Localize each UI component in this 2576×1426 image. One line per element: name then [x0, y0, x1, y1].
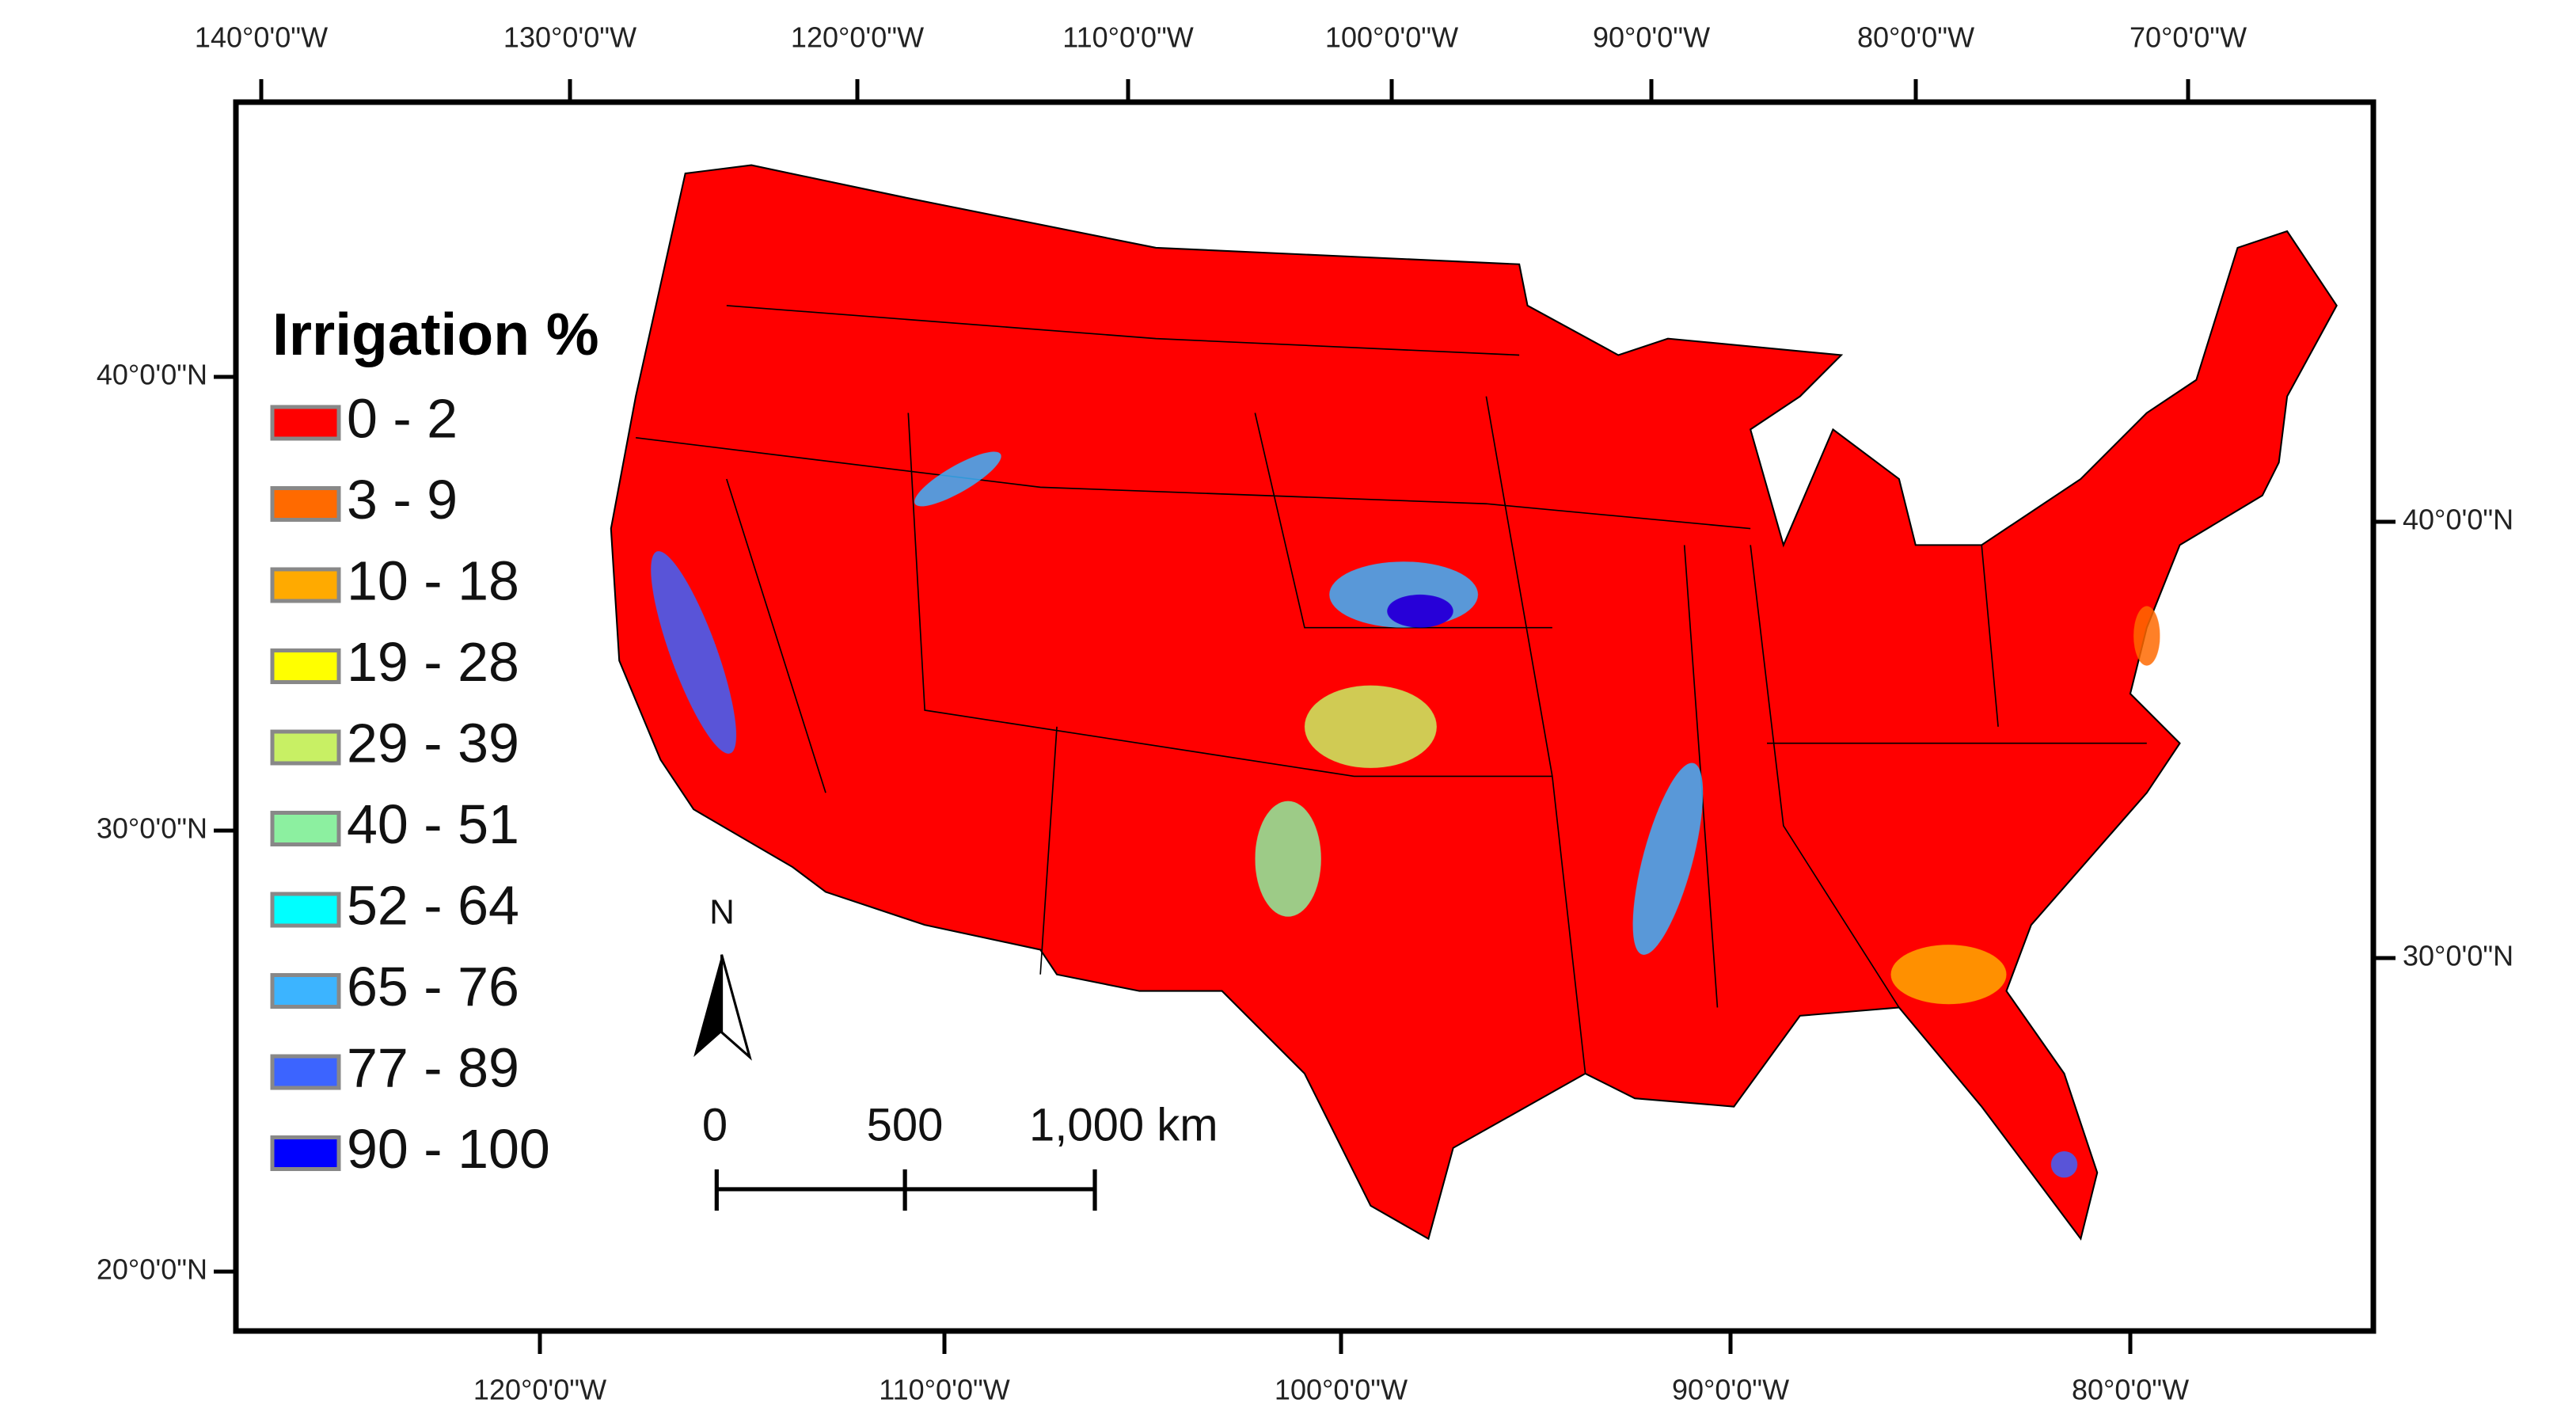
- irrigation-patches: [651, 451, 2160, 1178]
- right-axis-label: 30°0'0"N: [2403, 940, 2513, 972]
- top-axis-label: 110°0'0"W: [1062, 21, 1193, 54]
- left-axis-label: 20°0'0"N: [97, 1253, 207, 1286]
- legend-swatch: [270, 1135, 341, 1171]
- north-label: N: [709, 893, 735, 932]
- legend-swatch: [270, 973, 341, 1009]
- bottom-axis-label: 100°0'0"W: [1275, 1374, 1408, 1406]
- scale-label: 500: [867, 1099, 944, 1150]
- legend-label: 10 - 18: [347, 549, 519, 611]
- top-axis-label: 140°0'0"W: [195, 21, 328, 54]
- legend-swatch: [270, 811, 341, 846]
- bottom-axis-label: 80°0'0"W: [2072, 1374, 2189, 1406]
- legend-label: 65 - 76: [347, 956, 519, 1017]
- top-axis-label: 80°0'0"W: [1857, 21, 1974, 54]
- legend-swatch: [270, 648, 341, 684]
- legend-swatch: [270, 1054, 341, 1090]
- bottom-axis-label: 120°0'0"W: [473, 1374, 606, 1406]
- top-axis-label: 100°0'0"W: [1325, 21, 1458, 54]
- legend-swatch: [270, 567, 341, 603]
- us-map: [610, 164, 2338, 1241]
- right-axis-label: 40°0'0"N: [2403, 504, 2513, 536]
- bottom-axis-label: 110°0'0"W: [879, 1374, 1009, 1406]
- top-axis-label: 70°0'0"W: [2130, 21, 2247, 54]
- legend-label: 52 - 64: [347, 874, 519, 936]
- legend-label: 90 - 100: [347, 1118, 550, 1180]
- legend-label: 29 - 39: [347, 712, 519, 774]
- scale-label: 0: [702, 1099, 728, 1150]
- legend-label: 77 - 89: [347, 1036, 519, 1098]
- legend-label: 40 - 51: [347, 793, 519, 855]
- legend-label: 0 - 2: [347, 387, 458, 449]
- scale-bar-line: [714, 1169, 1097, 1211]
- legend-swatch: [270, 405, 341, 441]
- left-axis-label: 30°0'0"N: [97, 812, 207, 845]
- top-axis-label: 130°0'0"W: [503, 21, 636, 54]
- legend-title: Irrigation %: [272, 301, 599, 367]
- legend-label: 19 - 28: [347, 631, 519, 693]
- left-axis-label: 40°0'0"N: [97, 359, 207, 391]
- legend-swatch: [270, 892, 341, 928]
- bottom-axis-label: 90°0'0"W: [1672, 1374, 1789, 1406]
- legend-label: 3 - 9: [347, 469, 458, 530]
- legend-swatch: [270, 486, 341, 522]
- top-axis-label: 90°0'0"W: [1593, 21, 1710, 54]
- scale-label: 1,000 km: [1029, 1099, 1218, 1150]
- top-axis-label: 120°0'0"W: [791, 21, 924, 54]
- legend-swatch: [270, 729, 341, 766]
